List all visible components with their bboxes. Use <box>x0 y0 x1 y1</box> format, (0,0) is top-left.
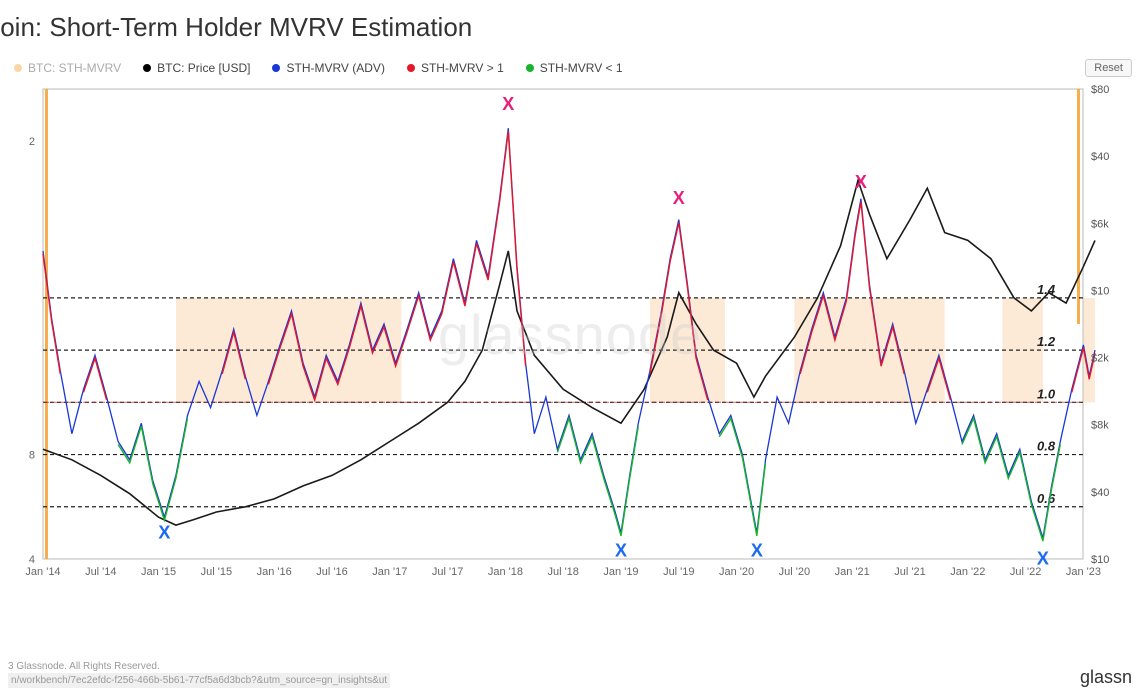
legend-dot <box>407 64 415 72</box>
svg-text:X: X <box>673 188 685 208</box>
svg-text:$10: $10 <box>1091 554 1109 566</box>
svg-text:$80: $80 <box>1091 84 1109 96</box>
svg-text:Jul '19: Jul '19 <box>663 566 694 578</box>
svg-text:Jul '21: Jul '21 <box>894 566 925 578</box>
reset-button[interactable]: Reset <box>1085 59 1132 77</box>
svg-text:Jul '20: Jul '20 <box>779 566 810 578</box>
svg-text:0.8: 0.8 <box>1037 439 1056 454</box>
svg-text:Jan '18: Jan '18 <box>488 566 523 578</box>
legend-dot <box>143 64 151 72</box>
svg-text:X: X <box>855 172 867 192</box>
chart-title: tcoin: Short-Term Holder MVRV Estimation <box>0 0 1140 55</box>
legend-label: STH-MVRV < 1 <box>540 61 623 75</box>
copyright-text: 3 Glassnode. All Rights Reserved. <box>8 660 390 673</box>
legend-item-sthmvrv: BTC: STH-MVRV <box>14 61 121 75</box>
svg-text:$8k: $8k <box>1091 420 1109 432</box>
svg-text:8: 8 <box>29 450 35 462</box>
legend-item-lt1: STH-MVRV < 1 <box>526 61 623 75</box>
legend-label: STH-MVRV > 1 <box>421 61 504 75</box>
svg-text:Jul '22: Jul '22 <box>1010 566 1041 578</box>
svg-text:$40: $40 <box>1091 487 1109 499</box>
svg-text:X: X <box>158 522 170 542</box>
svg-text:Jan '16: Jan '16 <box>257 566 292 578</box>
legend-dot <box>272 64 280 72</box>
svg-text:2: 2 <box>29 136 35 148</box>
svg-text:X: X <box>502 94 514 114</box>
svg-text:0.6: 0.6 <box>1037 491 1056 506</box>
svg-text:1.0: 1.0 <box>1037 386 1056 401</box>
legend-dot <box>14 64 22 72</box>
legend-item-price: BTC: Price [USD] <box>143 61 250 75</box>
svg-text:Jan '17: Jan '17 <box>372 566 407 578</box>
svg-text:Jul '17: Jul '17 <box>432 566 463 578</box>
svg-text:Jan '23: Jan '23 <box>1066 566 1101 578</box>
svg-text:Jan '21: Jan '21 <box>835 566 870 578</box>
svg-text:Jan '20: Jan '20 <box>719 566 754 578</box>
svg-text:$40: $40 <box>1091 151 1109 163</box>
svg-text:$6k: $6k <box>1091 218 1109 230</box>
svg-text:Jan '14: Jan '14 <box>25 566 60 578</box>
chart-area: glassnode 1.41.21.00.80.6XXXXXXXJan '14J… <box>15 81 1125 601</box>
svg-text:Jul '15: Jul '15 <box>201 566 232 578</box>
svg-text:$2k: $2k <box>1091 353 1109 365</box>
svg-text:$10: $10 <box>1091 285 1109 297</box>
url-fragment: n/workbench/7ec2efdc-f256-466b-5b61-77cf… <box>8 673 390 688</box>
legend-item-adv: STH-MVRV (ADV) <box>272 61 384 75</box>
legend-row: BTC: STH-MVRV BTC: Price [USD] STH-MVRV … <box>0 55 1140 81</box>
svg-text:Jan '22: Jan '22 <box>950 566 985 578</box>
chart-svg: 1.41.21.00.80.6XXXXXXXJan '14Jul '14Jan … <box>15 81 1125 601</box>
legend-item-gt1: STH-MVRV > 1 <box>407 61 504 75</box>
svg-text:X: X <box>615 541 627 561</box>
svg-text:Jan '19: Jan '19 <box>603 566 638 578</box>
svg-text:X: X <box>751 541 763 561</box>
legend-label: BTC: STH-MVRV <box>28 61 121 75</box>
svg-text:Jan '15: Jan '15 <box>141 566 176 578</box>
legend-dot <box>526 64 534 72</box>
svg-text:Jul '16: Jul '16 <box>316 566 347 578</box>
svg-text:Jul '14: Jul '14 <box>85 566 116 578</box>
svg-text:Jul '18: Jul '18 <box>547 566 578 578</box>
footer-left: 3 Glassnode. All Rights Reserved. n/work… <box>8 660 390 688</box>
footer: 3 Glassnode. All Rights Reserved. n/work… <box>0 660 1140 688</box>
brand-text: glassn <box>1080 667 1132 688</box>
legend-label: STH-MVRV (ADV) <box>286 61 384 75</box>
svg-text:4: 4 <box>29 554 35 566</box>
svg-text:1.2: 1.2 <box>1037 334 1056 349</box>
legend-label: BTC: Price [USD] <box>157 61 250 75</box>
